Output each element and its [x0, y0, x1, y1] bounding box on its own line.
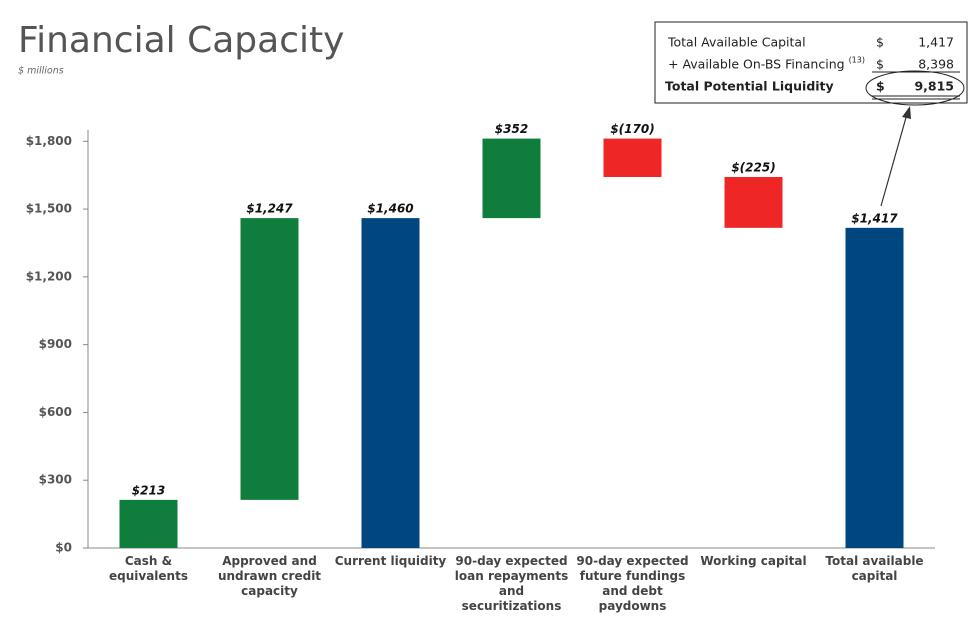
- value-label: $(170): [610, 122, 654, 136]
- bar: [240, 218, 299, 500]
- y-tick-label: $0: [55, 541, 72, 555]
- y-tick-label: $900: [39, 337, 72, 351]
- table-label: Total Available Capital: [667, 35, 806, 50]
- bar: [361, 218, 420, 549]
- bar: [119, 499, 178, 548]
- value-label: $1,460: [367, 202, 413, 216]
- highlight-ellipse: [865, 70, 965, 106]
- arrow-head: [902, 106, 911, 119]
- y-tick-label: $1,500: [26, 202, 72, 216]
- bar: [845, 227, 904, 548]
- x-tick-label-box: Working capital: [700, 554, 807, 568]
- value-label: $352: [495, 122, 528, 136]
- bar: [724, 176, 783, 228]
- table-label: Total Potential Liquidity: [665, 79, 834, 94]
- table-currency: $: [876, 35, 884, 50]
- x-tick-label-box: Current liquidity: [334, 554, 447, 568]
- chart-title: Financial Capacity: [18, 20, 344, 61]
- y-tick-label: $600: [39, 405, 72, 419]
- x-tick-label-box: 90-day expected loan repayments and secu…: [454, 554, 569, 613]
- chart-subtitle: $ millions: [18, 66, 64, 77]
- value-label: $(225): [731, 160, 775, 174]
- x-tick-label: Working capital: [700, 554, 807, 568]
- arrow: [880, 113, 908, 207]
- table-amount: 8,398: [918, 57, 954, 72]
- table-label: + Available On-BS Financing: [668, 57, 845, 72]
- summary-box: [654, 21, 968, 104]
- x-tick-label: Current liquidity: [334, 554, 447, 568]
- value-label: $213: [132, 483, 165, 497]
- x-tick-label-box: 90-day expected future fundings and debt…: [576, 554, 689, 613]
- x-tick-label: 90-day expected future fundings and debt…: [576, 554, 689, 613]
- table-currency: $: [876, 79, 885, 94]
- x-tick-label-box: Cash & equivalents: [109, 554, 188, 583]
- y-tick-label: $1,200: [26, 269, 72, 283]
- x-tick-label: Approved and undrawn credit capacity: [217, 554, 322, 598]
- x-tick-label: Cash & equivalents: [109, 554, 188, 583]
- x-tick-label: 90-day expected loan repayments and secu…: [454, 554, 569, 613]
- bar: [603, 138, 662, 177]
- table-amount: 1,417: [918, 35, 954, 50]
- bar: [482, 138, 541, 219]
- table-currency: $: [876, 57, 884, 72]
- table-amount: 9,815: [914, 79, 954, 94]
- table-note: (13): [849, 56, 865, 65]
- x-tick-label: Total available capital: [825, 554, 924, 583]
- y-tick-label: $300: [39, 473, 72, 487]
- x-tick-label-box: Total available capital: [825, 554, 924, 583]
- x-tick-label-box: Approved and undrawn credit capacity: [217, 554, 322, 598]
- y-tick-label: $1,800: [26, 134, 72, 148]
- value-label: $1,247: [246, 202, 293, 216]
- value-label: $1,417: [851, 211, 898, 225]
